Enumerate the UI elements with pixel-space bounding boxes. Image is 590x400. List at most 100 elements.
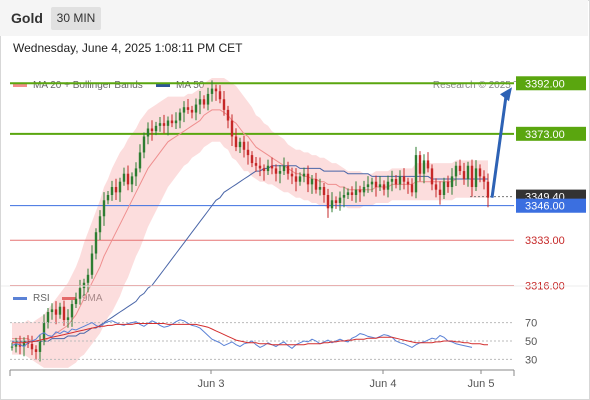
- candle-body: [126, 173, 130, 185]
- candle-body: [14, 343, 18, 347]
- candle: [366, 176, 370, 193]
- candle-body: [102, 200, 106, 217]
- candle: [38, 335, 42, 362]
- candle-body: [302, 173, 306, 177]
- candle-body: [114, 187, 118, 193]
- candle: [274, 164, 278, 182]
- candle-body: [70, 304, 74, 318]
- legend-ma20-bb: MA 20 + Bollinger Bands: [13, 80, 143, 91]
- candle-body: [358, 189, 362, 193]
- candle: [130, 172, 134, 193]
- candle-body: [234, 136, 238, 148]
- candle-body: [82, 282, 86, 289]
- candle: [266, 159, 270, 176]
- candle-body: [30, 343, 34, 350]
- candle-body: [142, 136, 146, 153]
- candle: [142, 132, 146, 159]
- candle: [242, 135, 246, 158]
- candle-body: [346, 192, 350, 195]
- pivot-tag-front: [516, 198, 586, 213]
- candle-body: [106, 195, 110, 201]
- candle-body: [338, 197, 342, 203]
- candle-body: [34, 349, 38, 352]
- candle-body: [306, 173, 310, 185]
- candle-body: [194, 104, 198, 113]
- candle-body: [370, 181, 374, 185]
- candle-body: [422, 160, 426, 174]
- candle-body: [290, 173, 294, 177]
- legend-ma50: MA 50: [156, 80, 204, 91]
- candle-body: [434, 184, 438, 190]
- candle-body: [394, 179, 398, 185]
- rsi-swatch-icon: [13, 297, 27, 300]
- candle: [342, 186, 346, 208]
- level-tag-3373.00: [516, 126, 586, 141]
- candle: [14, 337, 18, 353]
- candle-body: [94, 232, 98, 254]
- candle-body: [266, 165, 270, 172]
- candle: [362, 180, 366, 197]
- forecast-arrow-shaft: [490, 96, 508, 198]
- candle: [346, 188, 350, 199]
- candle-body: [42, 322, 46, 342]
- candle: [418, 151, 422, 182]
- rsi-line: [11, 319, 473, 350]
- candle: [398, 170, 402, 191]
- candle: [466, 161, 470, 187]
- candle: [190, 105, 194, 119]
- candle: [34, 345, 38, 360]
- candle: [282, 157, 286, 176]
- x-tick-label-Jun 4: Jun 4: [370, 378, 397, 390]
- candle: [202, 95, 206, 109]
- candle-body: [350, 192, 354, 195]
- candle: [194, 98, 198, 121]
- ma50-swatch-icon: [156, 84, 170, 87]
- candle: [290, 167, 294, 185]
- candle: [174, 112, 178, 130]
- candle-body: [362, 187, 366, 193]
- candle: [238, 137, 242, 153]
- candle: [338, 191, 342, 211]
- candle: [322, 183, 326, 203]
- candle: [410, 178, 414, 197]
- candle: [382, 180, 386, 196]
- candle-body: [174, 120, 178, 124]
- candle-body: [18, 343, 22, 347]
- candle-body: [274, 168, 278, 174]
- x-tick-label-Jun 3: Jun 3: [198, 378, 225, 390]
- candle: [246, 141, 250, 165]
- candle-body: [186, 107, 190, 110]
- candle-body: [74, 298, 78, 305]
- candle: [210, 80, 214, 102]
- candle-body: [58, 306, 62, 315]
- candle: [254, 156, 258, 172]
- candle: [326, 188, 330, 218]
- candle-body: [262, 168, 266, 172]
- candle-body: [238, 141, 242, 148]
- candle: [234, 128, 238, 152]
- candle-body: [134, 168, 138, 177]
- candle-body: [390, 179, 394, 182]
- candle-body: [354, 189, 358, 195]
- candle-body: [230, 120, 234, 137]
- candle-body: [146, 128, 150, 137]
- candle-body: [22, 341, 26, 347]
- candle-body: [190, 109, 194, 113]
- candle: [406, 177, 410, 194]
- candle-body: [442, 181, 446, 195]
- candle: [122, 167, 126, 186]
- candle-body: [166, 120, 170, 126]
- candle: [166, 116, 170, 136]
- legend-rsi: RSI: [13, 293, 50, 304]
- candle: [482, 170, 486, 190]
- candle-body: [206, 93, 210, 105]
- legend-9ma-label: 9MA: [82, 293, 103, 304]
- candle-body: [110, 187, 114, 195]
- candle-body: [430, 168, 434, 185]
- candle-body: [214, 88, 218, 92]
- candle: [286, 161, 290, 180]
- candle: [414, 146, 418, 199]
- timeframe-button[interactable]: 30 MIN: [51, 7, 101, 30]
- candle: [90, 245, 94, 279]
